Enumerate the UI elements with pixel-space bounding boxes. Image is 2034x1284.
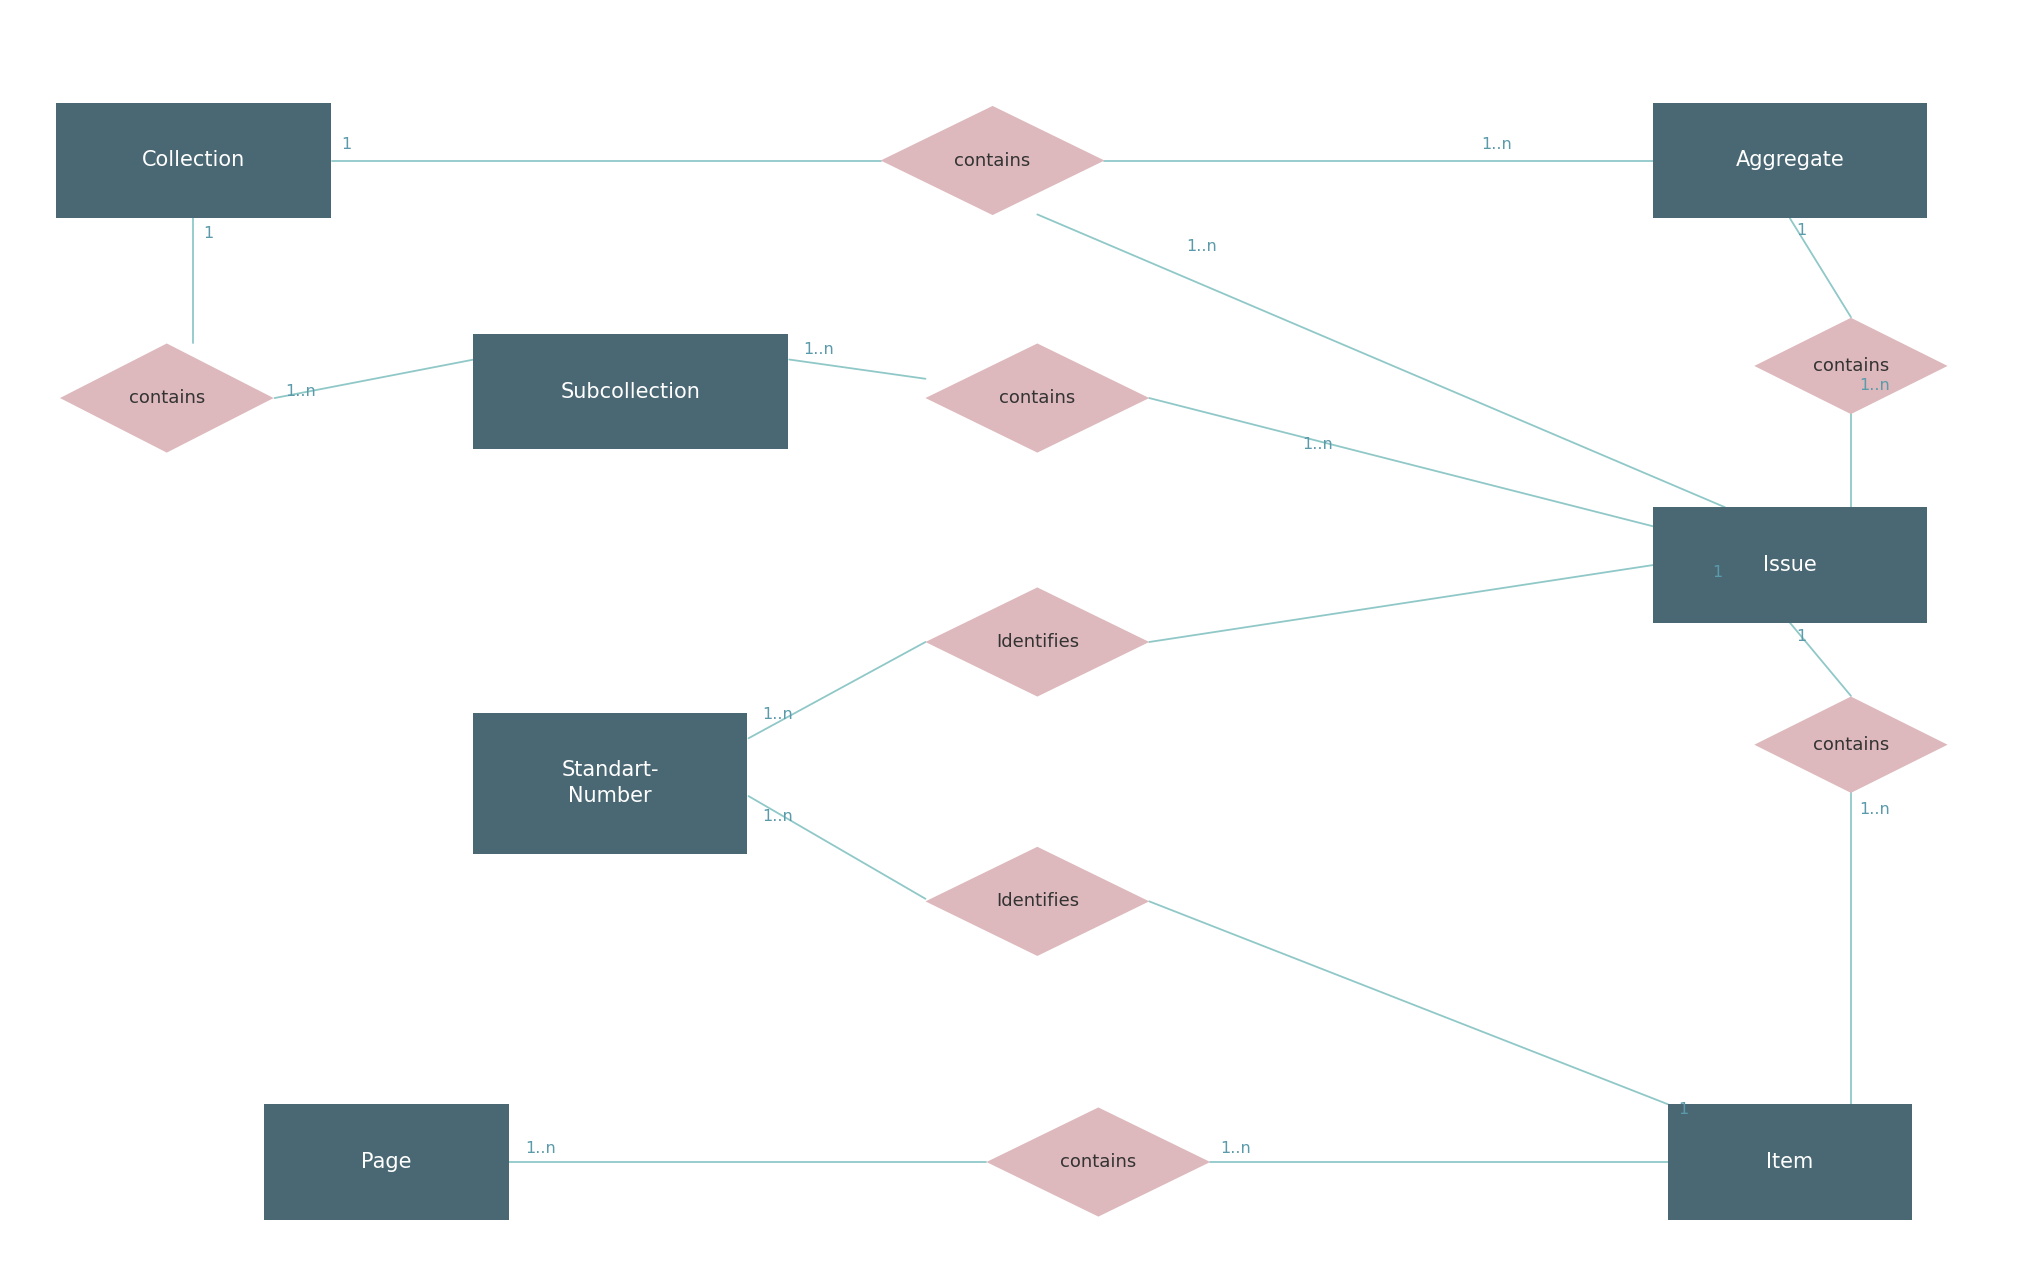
- Polygon shape: [1753, 696, 1949, 792]
- FancyBboxPatch shape: [57, 103, 332, 218]
- Polygon shape: [925, 344, 1149, 453]
- Text: 1: 1: [1713, 565, 1723, 580]
- Polygon shape: [925, 588, 1149, 696]
- Polygon shape: [61, 344, 275, 453]
- Text: 1..n: 1..n: [763, 706, 793, 722]
- Text: contains: contains: [128, 389, 205, 407]
- Text: contains: contains: [1812, 736, 1890, 754]
- Text: Standart-
Number: Standart- Number: [561, 760, 659, 806]
- Text: Aggregate: Aggregate: [1735, 150, 1845, 171]
- FancyBboxPatch shape: [264, 1104, 508, 1220]
- FancyBboxPatch shape: [1652, 103, 1928, 218]
- Text: 1: 1: [1678, 1102, 1688, 1117]
- Text: contains: contains: [999, 389, 1076, 407]
- Text: 1..n: 1..n: [1481, 136, 1511, 152]
- Text: Issue: Issue: [1763, 555, 1816, 575]
- Text: Collection: Collection: [142, 150, 244, 171]
- Text: 1: 1: [1796, 629, 1806, 645]
- Text: 1: 1: [1796, 223, 1806, 239]
- Text: contains: contains: [1060, 1153, 1137, 1171]
- Text: 1..n: 1..n: [763, 809, 793, 824]
- Text: 1..n: 1..n: [1186, 239, 1216, 254]
- Polygon shape: [986, 1107, 1210, 1217]
- Text: 1..n: 1..n: [1302, 437, 1332, 452]
- FancyBboxPatch shape: [1668, 1104, 1912, 1220]
- Polygon shape: [881, 107, 1104, 214]
- Text: Page: Page: [362, 1152, 411, 1172]
- Text: 1..n: 1..n: [803, 342, 834, 357]
- FancyBboxPatch shape: [1652, 507, 1928, 623]
- Text: 1..n: 1..n: [1859, 802, 1890, 818]
- Text: Identifies: Identifies: [997, 633, 1078, 651]
- FancyBboxPatch shape: [472, 713, 749, 854]
- FancyBboxPatch shape: [472, 334, 789, 449]
- Text: contains: contains: [954, 152, 1031, 169]
- Text: 1: 1: [342, 136, 352, 152]
- Polygon shape: [925, 847, 1149, 955]
- Text: Identifies: Identifies: [997, 892, 1078, 910]
- Text: 1..n: 1..n: [525, 1140, 555, 1156]
- Text: 1: 1: [203, 226, 214, 241]
- Text: Item: Item: [1766, 1152, 1814, 1172]
- Text: 1..n: 1..n: [1859, 377, 1890, 393]
- Polygon shape: [1753, 318, 1949, 413]
- Text: Subcollection: Subcollection: [561, 381, 700, 402]
- Text: 1..n: 1..n: [1220, 1140, 1251, 1156]
- Text: 1..n: 1..n: [285, 384, 315, 399]
- Text: contains: contains: [1812, 357, 1890, 375]
